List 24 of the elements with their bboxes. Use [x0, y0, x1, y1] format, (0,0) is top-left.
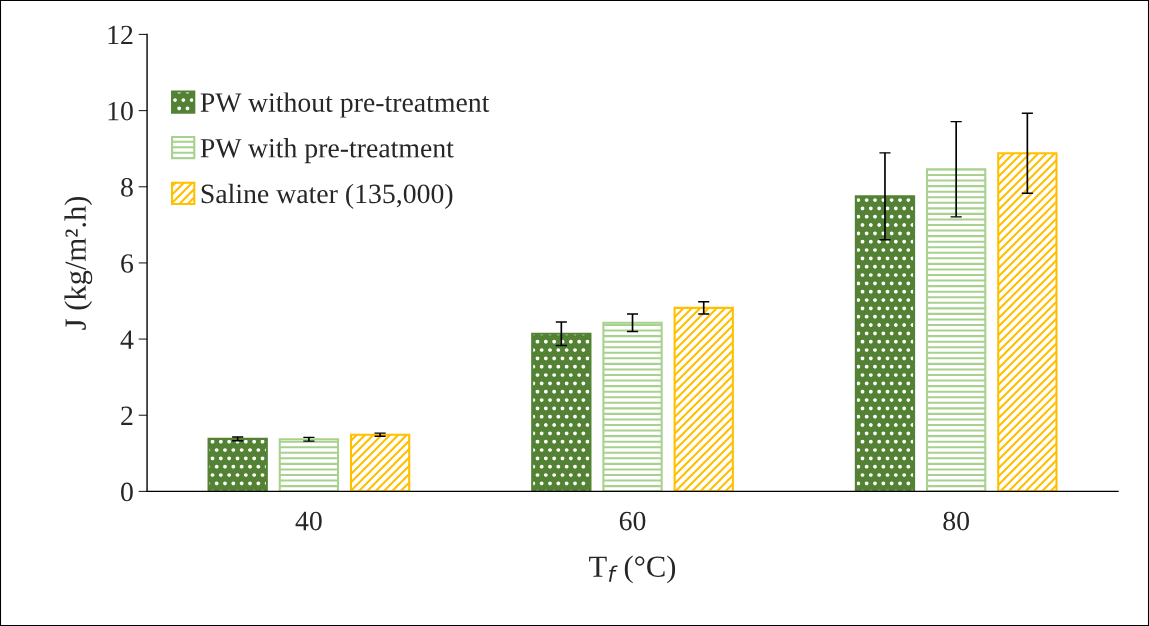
x-axis-title: T$_{f}$ (°C): [589, 555, 676, 584]
y-tick-label: 0: [121, 482, 133, 502]
legend-label: PW without pre-treatment: [200, 92, 490, 118]
y-tick-label: 12: [108, 25, 133, 45]
y-tick-label: 8: [121, 177, 133, 197]
legend-label: PW with pre-treatment: [200, 138, 454, 164]
legend-label: Saline water (135,000): [201, 183, 453, 209]
bar: [349, 433, 411, 492]
bar: [207, 437, 268, 492]
bar: [278, 438, 340, 492]
x-tick-label: 40: [295, 511, 322, 531]
bar: [531, 332, 592, 492]
bar: [997, 152, 1058, 492]
y-tick-label: 6: [121, 254, 134, 273]
y-tick-label: 10: [108, 101, 133, 121]
x-tick-label: 60: [619, 511, 646, 531]
bar: [925, 168, 987, 492]
x-tick-label: 80: [943, 511, 969, 531]
y-axis-title: J (kg/m².h): [64, 196, 93, 330]
y-tick-label: 4: [120, 330, 134, 349]
bar: [854, 195, 916, 492]
bar: [602, 321, 663, 492]
y-tick-label: 2: [121, 406, 133, 425]
bar: [673, 306, 734, 492]
